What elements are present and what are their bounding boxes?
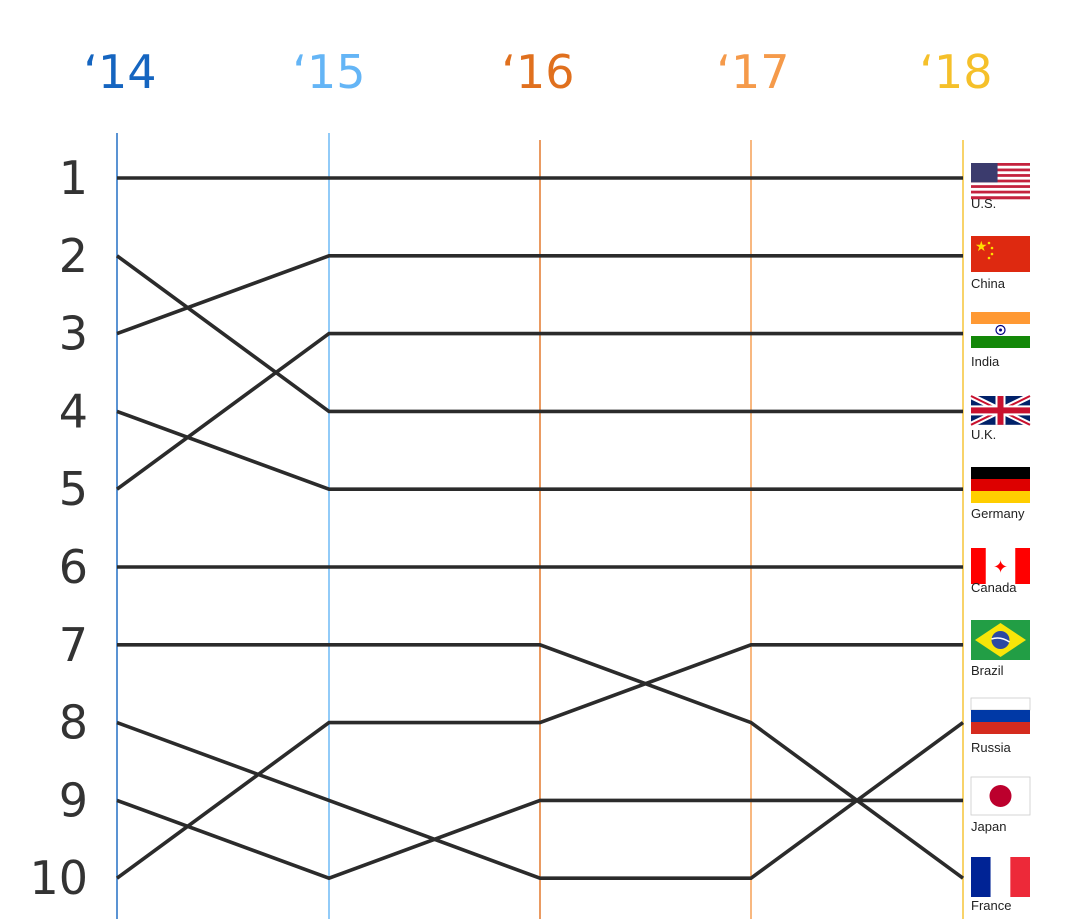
china-flag-icon: ★ (971, 236, 1030, 272)
year-labels: ‘14 ‘15 ‘16 ‘17 ‘18 (83, 45, 992, 99)
country-label: U.K. (971, 427, 996, 442)
svg-text:★: ★ (975, 239, 988, 255)
japan-flag-icon (970, 776, 1031, 816)
year-gridlines (116, 133, 964, 919)
rank-labels: 1 2 3 4 5 6 7 8 9 10 (29, 151, 88, 905)
series-line (115, 254, 963, 414)
year-label: ‘14 (83, 45, 156, 99)
rank-label: 7 (59, 618, 88, 672)
svg-text:✦: ✦ (993, 557, 1008, 578)
series-line (117, 642, 965, 880)
country-label: Canada (971, 580, 1017, 595)
country-label: Japan (971, 819, 1006, 834)
series-lines (115, 176, 965, 881)
series-line (115, 331, 963, 491)
rank-label: 8 (59, 696, 88, 750)
year-label: ‘15 (292, 45, 365, 99)
year-label: ‘18 (919, 45, 992, 99)
country-label: Germany (971, 506, 1025, 521)
rank-label: 1 (59, 151, 88, 205)
series-line (116, 798, 963, 881)
rank-label: 10 (29, 851, 88, 905)
rank-label: 2 (59, 229, 88, 283)
country-label: France (971, 898, 1011, 913)
series-line (116, 409, 963, 492)
rank-label: 5 (59, 462, 88, 516)
country-label: India (971, 354, 1000, 369)
france-flag-icon (971, 857, 1030, 897)
rank-label: 4 (59, 384, 88, 438)
brazil-flag-icon (971, 620, 1030, 660)
series-line (116, 254, 963, 336)
canada-flag-icon: ✦ (971, 548, 1030, 584)
country-label: Brazil (971, 663, 1004, 678)
rank-label: 6 (59, 540, 88, 594)
germany-flag-icon (971, 467, 1030, 503)
country-label: Russia (971, 740, 1012, 755)
country-label: China (971, 276, 1006, 291)
us-flag-icon (971, 163, 1030, 200)
country-legend: U.S. ★ China India U.K. Germany ✦ Canada Brazil J… (969, 163, 1032, 913)
rank-label: 3 (59, 307, 88, 361)
rank-label: 9 (59, 773, 88, 827)
year-label: ‘16 (501, 45, 574, 99)
series-line (116, 720, 965, 881)
russia-flag-icon (970, 697, 1031, 734)
india-flag-icon (971, 312, 1030, 348)
year-label: ‘17 (716, 45, 789, 99)
country-label: U.S. (971, 196, 996, 211)
uk-flag-icon (969, 393, 1032, 428)
